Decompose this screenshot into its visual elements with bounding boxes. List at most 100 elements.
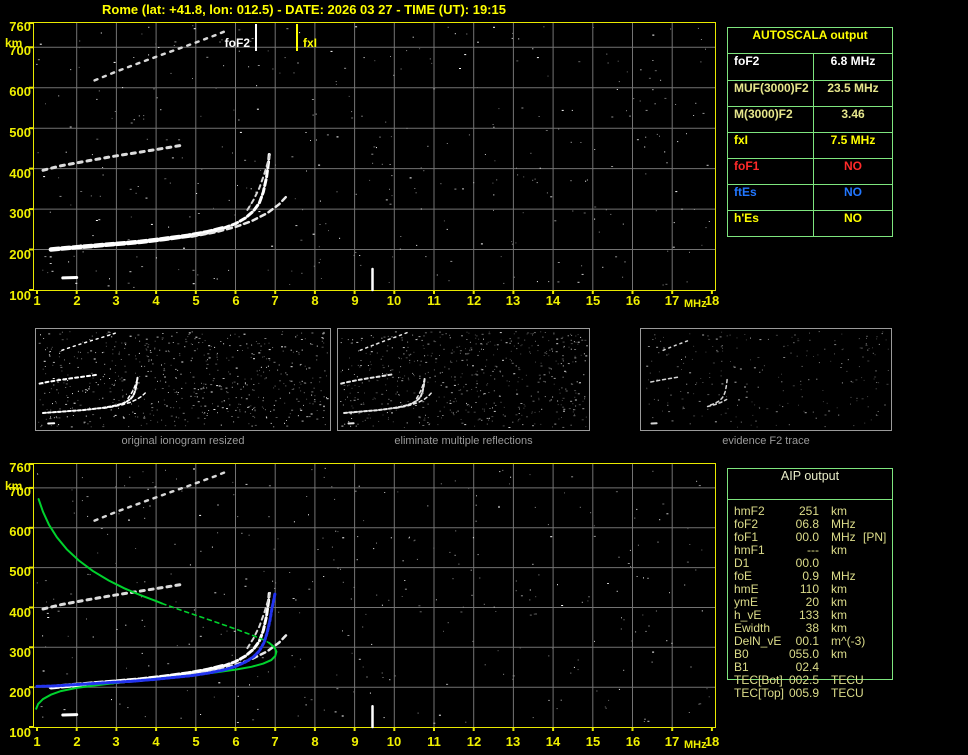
autoscala-value: 23.5 MHz xyxy=(813,81,892,106)
autoscala-param: foF1 xyxy=(734,159,760,173)
aip-name: hmF1 xyxy=(734,543,765,557)
x-tick-label-top: 1 xyxy=(33,293,41,308)
aip-name: D1 xyxy=(734,556,750,570)
y-tick-label-bottom: 300 xyxy=(9,645,31,660)
aip-name: TEC[Top] xyxy=(734,686,785,700)
aip-row: TEC[Top] 005.9 TECU xyxy=(727,686,893,700)
aip-unit: TECU xyxy=(831,686,864,700)
autoscala-param: fxI xyxy=(734,133,749,147)
aip-unit: km xyxy=(831,504,847,518)
x-tick-label-bottom: 4 xyxy=(152,734,160,749)
x-tick-label-bottom: 16 xyxy=(625,734,641,749)
x-tick-label-top: 9 xyxy=(351,293,359,308)
y-tick-label-top: 700 xyxy=(9,43,31,58)
page-title: Rome (lat: +41.8, lon: 012.5) - DATE: 20… xyxy=(102,2,506,17)
y-tick-label-top: 600 xyxy=(9,84,31,99)
autoscala-row: foF1 NO xyxy=(728,158,892,184)
x-tick-label-top: 16 xyxy=(625,293,641,308)
x-tick-label-bottom: 18 xyxy=(704,734,720,749)
aip-unit: MHz xyxy=(831,530,856,544)
aip-row: TEC[Bot] 002.5 TECU xyxy=(727,673,893,687)
aip-unit: MHz xyxy=(831,569,856,583)
panel-caption-evidence: evidence F2 trace xyxy=(722,435,810,447)
aip-table-rows: hmF2 251 km foF2 06.8 MHz foF1 00.0 MHz [PN] hmF1 -… xyxy=(727,504,893,700)
aip-unit: TECU xyxy=(831,673,864,687)
x-tick-label-top: 3 xyxy=(112,293,120,308)
y-axis-unit-top: km xyxy=(5,36,23,50)
aip-row: hmE 110 km xyxy=(727,582,893,596)
autoscala-row: foF2 6.8 MHz xyxy=(728,54,892,80)
aip-value: 251 xyxy=(798,504,819,518)
x-tick-label-top: 8 xyxy=(311,293,319,308)
y-tick-label-bottom: 100 xyxy=(9,725,31,740)
aip-unit: km xyxy=(831,647,847,661)
x-tick-label-top: 11 xyxy=(427,293,441,308)
aip-row: hmF2 251 km xyxy=(727,504,893,518)
y-tick-label-bottom: 200 xyxy=(9,685,31,700)
x-tick-label-top: 10 xyxy=(386,293,402,308)
aip-row: foF1 00.0 MHz [PN] xyxy=(727,530,893,544)
panel-original-ionogram xyxy=(35,328,331,431)
autoscala-table: AUTOSCALA output foF2 6.8 MHz MUF(3000)F2 2… xyxy=(727,27,893,237)
x-tick-label-bottom: 15 xyxy=(585,734,601,749)
autoscala-param: MUF(3000)F2 xyxy=(734,81,809,95)
panel-caption-eliminate: eliminate multiple reflections xyxy=(394,435,533,447)
aip-value: --- xyxy=(807,543,819,557)
aip-name: hmE xyxy=(734,582,759,596)
x-tick-label-bottom: 2 xyxy=(73,734,81,749)
y-tick-label-bottom: 700 xyxy=(9,484,31,499)
aip-row: B1 02.4 xyxy=(727,660,893,674)
x-tick-label-bottom: 3 xyxy=(112,734,120,749)
aip-row: Ewidth 38 km xyxy=(727,621,893,635)
x-axis-unit-bottom: MHz xyxy=(684,739,707,751)
aip-value: 002.5 xyxy=(788,673,819,687)
autoscala-table-title: AUTOSCALA output xyxy=(728,28,892,54)
autoscala-value: 7.5 MHz xyxy=(813,133,892,158)
aip-name: B0 xyxy=(734,647,749,661)
x-tick-label-top: 6 xyxy=(232,293,240,308)
aip-row: h_vE 133 km xyxy=(727,608,893,622)
y-tick-label-top: 500 xyxy=(9,125,31,140)
aip-table: AIP output xyxy=(727,468,893,680)
aip-value: 00.0 xyxy=(795,556,819,570)
x-tick-label-top: 18 xyxy=(704,293,720,308)
autoscala-param: h'Es xyxy=(734,211,759,225)
x-tick-label-top: 15 xyxy=(585,293,601,308)
aip-unit: km xyxy=(831,595,847,609)
x-tick-label-bottom: 6 xyxy=(232,734,240,749)
autoscala-param: ftEs xyxy=(734,185,757,199)
x-tick-label-top: 13 xyxy=(505,293,521,308)
y-tick-label-top: 400 xyxy=(9,166,31,181)
aip-extra: [PN] xyxy=(863,530,887,544)
aip-name: Ewidth xyxy=(734,621,771,635)
aip-row: foF2 06.8 MHz xyxy=(727,517,893,531)
x-tick-label-top: 12 xyxy=(466,293,482,308)
x-tick-label-top: 5 xyxy=(192,293,200,308)
aip-value: 0.9 xyxy=(802,569,819,583)
y-tick-label-bottom: 760 xyxy=(9,460,31,475)
aip-table-title: AIP output xyxy=(728,469,892,500)
aip-row: D1 00.0 xyxy=(727,556,893,570)
aip-row: hmF1 --- km xyxy=(727,543,893,557)
bottom-ionogram-plot xyxy=(29,463,716,731)
x-axis-unit-top: MHz xyxy=(684,298,707,310)
y-tick-label-top: 100 xyxy=(9,288,31,303)
aip-value: 055.0 xyxy=(788,647,819,661)
aip-unit: km xyxy=(831,608,847,622)
aip-row: DelN_vE 00.1 m^(-3) xyxy=(727,634,893,648)
y-tick-label-top: 200 xyxy=(9,247,31,262)
autoscala-table-body: foF2 6.8 MHz MUF(3000)F2 23.5 MHz M(3000)F2 3… xyxy=(728,54,892,236)
autoscala-value: NO xyxy=(813,211,892,236)
y-tick-label-top: 300 xyxy=(9,206,31,221)
aip-row: foE 0.9 MHz xyxy=(727,569,893,583)
autoscala-value: NO xyxy=(813,159,892,184)
aip-name: TEC[Bot] xyxy=(734,673,783,687)
aip-name: foE xyxy=(734,569,753,583)
autoscala-value: 3.46 xyxy=(813,107,892,132)
aip-value: 110 xyxy=(799,582,819,596)
aip-value: 06.8 xyxy=(795,517,819,531)
foF2-marker-label: foF2 xyxy=(224,36,250,50)
aip-row: ymE 20 km xyxy=(727,595,893,609)
autoscala-row: h'Es NO xyxy=(728,210,892,236)
